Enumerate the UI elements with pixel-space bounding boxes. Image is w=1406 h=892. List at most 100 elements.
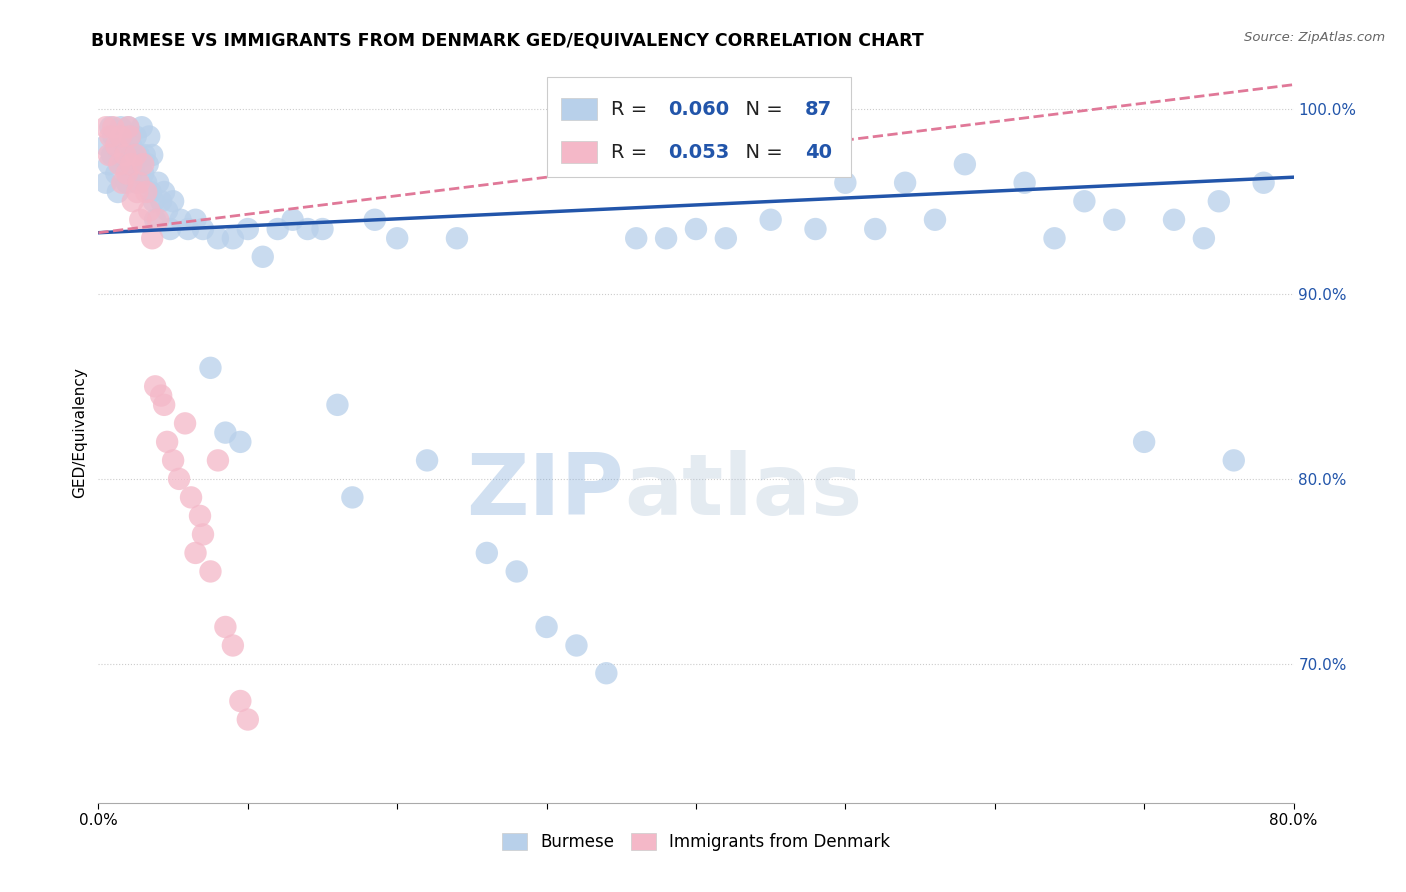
Point — [150, 389, 173, 403]
Point — [222, 231, 245, 245]
Text: 0.053: 0.053 — [668, 143, 730, 161]
Point — [117, 120, 139, 135]
Point — [214, 620, 236, 634]
Text: atlas: atlas — [624, 450, 862, 533]
Point — [150, 194, 173, 209]
Point — [1223, 453, 1246, 467]
Point — [117, 120, 139, 135]
Point — [1133, 434, 1156, 449]
Point — [1043, 231, 1066, 245]
Point — [138, 129, 160, 144]
Point — [180, 491, 202, 505]
Point — [156, 203, 179, 218]
Point — [120, 166, 142, 180]
Point — [184, 212, 207, 227]
Point — [98, 120, 122, 135]
Point — [475, 546, 498, 560]
Point — [94, 176, 117, 190]
Point — [132, 157, 155, 171]
Point — [111, 176, 134, 190]
Point — [1073, 194, 1095, 209]
Point — [115, 166, 138, 180]
Point — [207, 231, 229, 245]
Point — [342, 491, 364, 505]
Point — [153, 185, 176, 199]
Point — [714, 231, 737, 245]
Point — [128, 148, 150, 162]
Point — [416, 453, 439, 467]
Point — [506, 565, 529, 579]
Point — [200, 360, 222, 375]
Bar — [561, 98, 596, 120]
Point — [1192, 231, 1215, 245]
Point — [655, 231, 678, 245]
Point — [101, 148, 124, 162]
Point — [685, 222, 707, 236]
Point — [364, 212, 387, 227]
Point — [159, 222, 181, 236]
Point — [924, 212, 946, 227]
Point — [865, 222, 887, 236]
Text: Source: ZipAtlas.com: Source: ZipAtlas.com — [1244, 31, 1385, 45]
Point — [229, 694, 252, 708]
Point — [138, 203, 160, 218]
Point — [162, 194, 184, 209]
Point — [1104, 212, 1126, 227]
Point — [127, 185, 149, 199]
Point — [200, 565, 222, 579]
Point — [804, 222, 827, 236]
Point — [311, 222, 333, 236]
Point — [385, 231, 409, 245]
Point — [118, 129, 141, 144]
Point — [565, 639, 588, 653]
Point — [98, 129, 122, 144]
Point — [953, 157, 976, 171]
Point — [1253, 176, 1275, 190]
Point — [1208, 194, 1230, 209]
Point — [326, 398, 349, 412]
Point — [139, 185, 162, 199]
Point — [148, 176, 170, 190]
Point — [162, 453, 184, 467]
Point — [129, 212, 152, 227]
Point — [94, 120, 117, 135]
Text: 87: 87 — [804, 100, 832, 119]
Text: R =: R = — [612, 143, 654, 161]
Point — [114, 148, 136, 162]
Point — [759, 212, 782, 227]
Point — [177, 222, 200, 236]
Point — [143, 379, 166, 393]
Point — [169, 212, 191, 227]
Point — [127, 176, 149, 190]
Point — [1163, 212, 1185, 227]
Point — [174, 417, 197, 431]
Text: ZIP: ZIP — [467, 450, 624, 533]
Point — [236, 222, 259, 236]
Text: 40: 40 — [804, 143, 832, 161]
Point — [120, 138, 142, 153]
Point — [156, 434, 179, 449]
Point — [229, 434, 252, 449]
Point — [105, 166, 128, 180]
Text: 0.060: 0.060 — [668, 100, 730, 119]
Point — [103, 120, 125, 135]
Point — [143, 212, 166, 227]
Point — [595, 666, 617, 681]
Point — [121, 148, 143, 162]
Point — [105, 138, 128, 153]
Text: R =: R = — [612, 100, 654, 119]
Point — [142, 194, 165, 209]
Y-axis label: GED/Equivalency: GED/Equivalency — [72, 368, 87, 498]
Point — [214, 425, 236, 440]
Point — [124, 157, 146, 171]
Point — [141, 148, 163, 162]
Point — [108, 148, 131, 162]
Point — [111, 129, 134, 144]
Point — [536, 620, 558, 634]
Point — [191, 222, 214, 236]
Point — [148, 212, 170, 227]
Point — [114, 148, 136, 162]
Point — [128, 176, 150, 190]
Point — [297, 222, 319, 236]
Text: BURMESE VS IMMIGRANTS FROM DENMARK GED/EQUIVALENCY CORRELATION CHART: BURMESE VS IMMIGRANTS FROM DENMARK GED/E… — [91, 31, 924, 49]
